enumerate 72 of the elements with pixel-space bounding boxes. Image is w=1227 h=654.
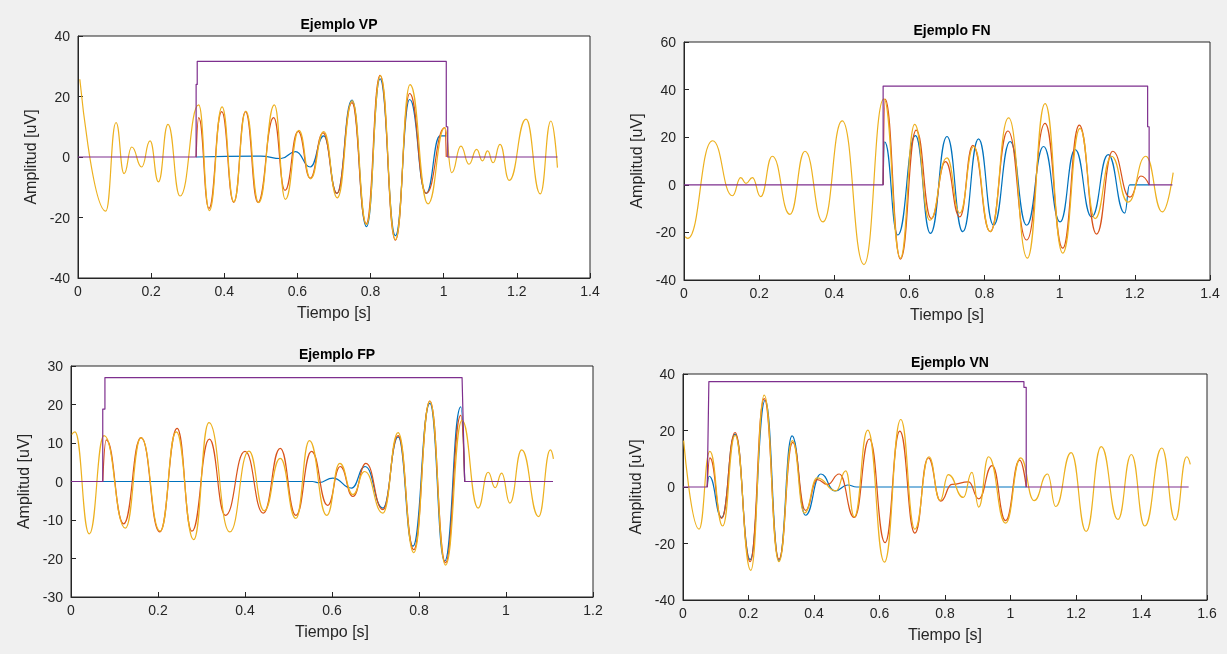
x-tick-label: 0.4 <box>824 285 845 301</box>
y-tick-label: -10 <box>42 512 64 528</box>
line-series <box>684 98 1174 266</box>
x-axis-title: Tiempo [s] <box>296 303 372 321</box>
line-series <box>71 400 555 566</box>
y-tick-label: 20 <box>659 422 676 439</box>
chart-title: Ejemplo VP <box>300 16 378 32</box>
x-tick-label: 0 <box>679 605 688 621</box>
y-tick-label: 30 <box>47 358 64 374</box>
line-series <box>79 75 559 241</box>
x-tick-label: 0.4 <box>235 602 255 618</box>
x-tick-label: 0.8 <box>935 605 955 621</box>
y-tick-label: 10 <box>47 435 64 451</box>
x-tick-label: 1.2 <box>1125 285 1145 301</box>
x-tick-label: 1.2 <box>583 602 603 618</box>
y-tick-label: 0 <box>667 479 676 495</box>
y-tick-label: 40 <box>54 28 71 44</box>
y-tick-label: 0 <box>55 473 64 490</box>
y-axis-title: Amplitud [uV] <box>22 109 40 205</box>
x-tick-label: 0.8 <box>974 285 995 301</box>
x-tick-label: 1.2 <box>1066 605 1086 621</box>
x-tick-label: 0.2 <box>738 605 759 621</box>
x-axis-title: Tiempo [s] <box>294 622 370 640</box>
x-tick-label: 0.6 <box>869 605 890 621</box>
y-tick-label: 40 <box>659 366 676 382</box>
x-tick-label: 0.6 <box>287 283 308 299</box>
y-tick-label: 20 <box>54 88 71 105</box>
x-tick-label: 1.4 <box>1131 605 1152 621</box>
chart-title: Ejemplo FP <box>298 346 376 362</box>
y-tick-label: 40 <box>660 81 677 98</box>
x-tick-label: 0.4 <box>214 283 235 299</box>
y-tick-label: 60 <box>660 34 677 50</box>
x-tick-label: 0.4 <box>804 605 824 621</box>
chart-title: Ejemplo FN <box>913 22 991 38</box>
x-tick-label: 0 <box>74 283 83 299</box>
y-tick-label: -40 <box>49 270 71 286</box>
x-tick-label: 0.6 <box>899 285 920 301</box>
line-series <box>882 134 1150 236</box>
x-tick-label: 1 <box>1006 605 1015 621</box>
line-series <box>77 60 559 158</box>
x-tick-label: 0.2 <box>749 285 770 301</box>
y-tick-label: 20 <box>660 129 677 146</box>
y-tick-label: -40 <box>655 272 677 288</box>
y-tick-label: 0 <box>62 149 71 165</box>
x-tick-label: 0.6 <box>322 602 342 618</box>
x-tick-label: 0.8 <box>360 283 381 299</box>
x-tick-label: 1.2 <box>507 283 527 299</box>
x-tick-label: 1.6 <box>1197 605 1217 621</box>
x-tick-label: 1 <box>439 283 448 299</box>
y-tick-label: -20 <box>42 550 64 567</box>
x-tick-label: 1.4 <box>580 283 600 299</box>
y-tick-label: -30 <box>42 589 64 605</box>
y-axis-title: Amplitud [uV] <box>15 433 33 530</box>
x-axis-title: Tiempo [s] <box>909 305 985 323</box>
x-tick-label: 1 <box>1055 285 1064 301</box>
y-tick-label: 20 <box>47 396 64 413</box>
y-tick-label: -20 <box>49 209 71 226</box>
line-series <box>683 394 1191 571</box>
x-axis-title: Tiempo [s] <box>907 625 983 643</box>
y-tick-label: -20 <box>655 224 677 241</box>
y-axis-title: Amplitud [uV] <box>628 113 646 209</box>
x-tick-label: 0 <box>680 285 689 301</box>
y-tick-label: 0 <box>668 176 677 193</box>
x-tick-label: 1.4 <box>1200 285 1220 301</box>
x-tick-label: 0.2 <box>141 283 162 299</box>
y-tick-label: -20 <box>654 535 676 552</box>
x-tick-label: 0.2 <box>148 602 168 618</box>
x-tick-label: 0.8 <box>409 602 429 618</box>
y-tick-label: -40 <box>654 592 676 608</box>
x-tick-label: 1 <box>502 602 511 618</box>
y-axis-title: Amplitud [uV] <box>627 439 645 535</box>
chart-title: Ejemplo VN <box>911 354 989 370</box>
